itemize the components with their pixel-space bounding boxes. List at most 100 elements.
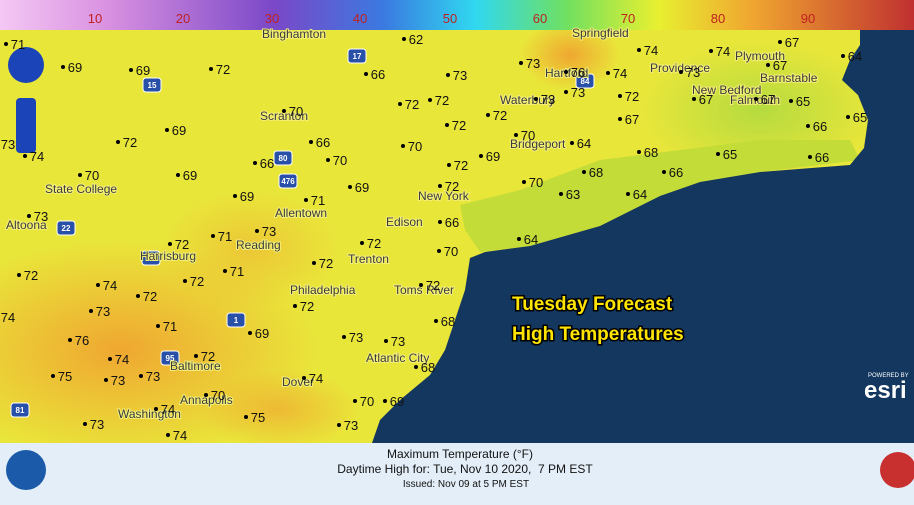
highway-shield [226, 312, 246, 328]
temperature-label: 70 [333, 153, 347, 168]
temperature-label: 67 [785, 35, 799, 50]
station-dot [637, 48, 641, 52]
scale-label: 70 [621, 11, 635, 26]
temperature-label: 70 [211, 388, 225, 403]
city-label: Philadelphia [290, 283, 356, 297]
attribution: esri [864, 377, 907, 404]
city-label: Waterbury [500, 93, 555, 107]
station-dot [27, 214, 31, 218]
highway-label: 84 [581, 77, 590, 86]
city-label: Providence [650, 61, 710, 75]
highway-label: 81 [16, 406, 25, 415]
station-dot [353, 399, 357, 403]
temperature-label: 71 [218, 229, 232, 244]
highway-label: 1 [234, 316, 239, 325]
station-dot [806, 124, 810, 128]
station-dot [61, 65, 65, 69]
station-dot [402, 37, 406, 41]
temperature-label: 66 [371, 67, 385, 82]
temperature-label: 67 [773, 58, 787, 73]
station-dot [438, 220, 442, 224]
station-dot [437, 249, 441, 253]
temperature-label: 66 [815, 150, 829, 165]
station-dot [223, 269, 227, 273]
highway-shield [278, 173, 298, 189]
temperature-label: 72 [143, 289, 157, 304]
station-dot [438, 184, 442, 188]
highway-label: 15 [148, 81, 157, 90]
temperature-label: 69 [486, 149, 500, 164]
scale-label: 20 [176, 11, 190, 26]
city-label: New York [418, 189, 470, 203]
scale-label: 60 [533, 11, 547, 26]
station-dot [479, 154, 483, 158]
city-label: Altoona [6, 218, 47, 232]
city-label: Baltimore [170, 359, 221, 373]
pan-control[interactable] [8, 47, 44, 83]
station-dot [244, 415, 248, 419]
scale-label: 30 [265, 11, 279, 26]
station-dot [51, 374, 55, 378]
temperature-label: 71 [311, 193, 325, 208]
station-dot [841, 54, 845, 58]
temperature-label: 71 [11, 37, 25, 52]
station-dot [83, 422, 87, 426]
footer-issued: Issued: Nov 09 at 5 PM EST [403, 479, 529, 490]
station-dot [447, 163, 451, 167]
highway-shield [273, 150, 293, 166]
city-label: Reading [236, 238, 281, 252]
station-dot [139, 374, 143, 378]
station-dot [360, 241, 364, 245]
city-label: Binghamton [262, 27, 326, 41]
station-dot [194, 354, 198, 358]
station-dot [618, 94, 622, 98]
city-label: Bridgeport [510, 137, 566, 151]
station-dot [96, 283, 100, 287]
station-dot [136, 294, 140, 298]
temperature-label: 73 [344, 418, 358, 433]
station-dot [17, 273, 21, 277]
footer-valid: Daytime High for: Tue, Nov 10 2020, 7 PM… [337, 462, 593, 476]
highway-shield [56, 220, 76, 236]
map-controls [8, 47, 44, 153]
station-dot [419, 283, 423, 287]
city-label: Washington [118, 407, 181, 421]
station-dot [522, 180, 526, 184]
scale-label: 90 [801, 11, 815, 26]
station-dot [337, 423, 341, 427]
station-dot [166, 433, 170, 437]
station-dot [384, 339, 388, 343]
temperature-label: 74 [1, 310, 15, 325]
station-dot [808, 155, 812, 159]
temperature-label: 69 [390, 394, 404, 409]
station-dot [23, 154, 27, 158]
temperature-label: 70 [408, 139, 422, 154]
station-dot [108, 357, 112, 361]
zoom-control[interactable] [16, 98, 36, 153]
temperature-label: 68 [421, 360, 435, 375]
city-label: Scranton [260, 109, 308, 123]
station-dot [662, 170, 666, 174]
temperature-label: 72 [454, 158, 468, 173]
temperature-label: 76 [75, 333, 89, 348]
city-label: Plymouth [735, 49, 785, 63]
temperature-label: 72 [367, 236, 381, 251]
station-dot [326, 158, 330, 162]
station-dot [414, 365, 418, 369]
station-dot [398, 102, 402, 106]
temperature-label: 64 [848, 49, 862, 64]
temperature-label: 73 [686, 65, 700, 80]
city-label: Dover [282, 375, 314, 389]
temperature-label: 72 [190, 274, 204, 289]
station-dot [302, 376, 306, 380]
city-label: Atlantic City [366, 351, 429, 365]
station-dot [519, 61, 523, 65]
temperature-label: 69 [240, 189, 254, 204]
station-dot [309, 140, 313, 144]
highway-shield [347, 48, 367, 64]
station-dot [168, 242, 172, 246]
city-label: Springfield [572, 26, 629, 40]
temperature-label: 73 [146, 369, 160, 384]
station-dot [564, 70, 568, 74]
temperature-label: 72 [175, 237, 189, 252]
